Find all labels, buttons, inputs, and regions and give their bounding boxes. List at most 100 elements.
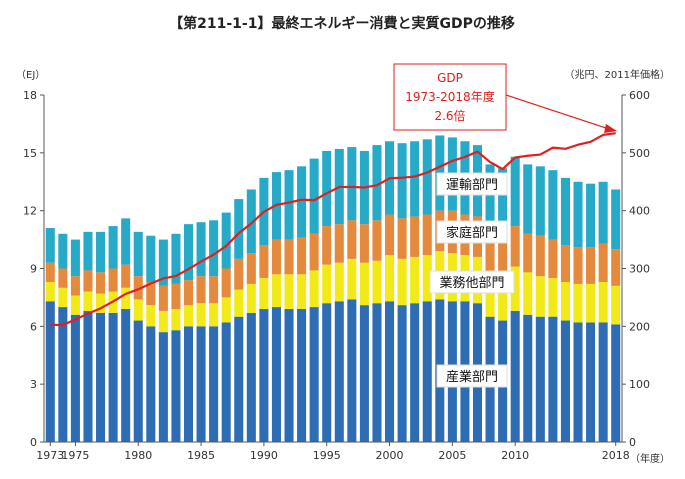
gdp-annotation-box bbox=[393, 63, 507, 131]
bar-segment-2-1997 bbox=[347, 220, 357, 259]
bar-segment-3-2011 bbox=[523, 164, 533, 234]
gdp-annotation-line1: GDP bbox=[437, 71, 463, 85]
gdp-annotation-line3: 2.6倍 bbox=[434, 108, 465, 123]
bar-segment-2-2018 bbox=[611, 249, 621, 286]
bar-segment-2-2011 bbox=[523, 233, 533, 273]
x-tick-label: 1990 bbox=[250, 449, 278, 462]
bar-segment-1-2001 bbox=[397, 258, 407, 306]
bar-segment-3-2003 bbox=[422, 139, 432, 215]
bar-segment-0-2016 bbox=[586, 322, 596, 442]
bar-segment-3-1992 bbox=[284, 170, 294, 240]
bar-segment-1-1983 bbox=[171, 308, 181, 331]
bar-segment-2-1979 bbox=[121, 264, 131, 288]
bar-segment-0-2013 bbox=[548, 316, 558, 442]
bar-segment-1-1994 bbox=[309, 270, 319, 308]
bar-segment-2-2013 bbox=[548, 239, 558, 279]
bar-segment-1-2000 bbox=[385, 255, 395, 302]
bar-segment-2-1976 bbox=[83, 270, 93, 292]
bar-segment-3-2016 bbox=[586, 183, 596, 248]
bar-segment-0-2014 bbox=[560, 320, 570, 442]
bar-segment-1-1987 bbox=[221, 297, 231, 323]
bar-segment-0-1976 bbox=[83, 310, 93, 442]
bar-segment-3-2009 bbox=[498, 168, 508, 238]
y-tick-label: 18 bbox=[23, 89, 37, 102]
y2-tick-label: 600 bbox=[629, 89, 650, 102]
bar-segment-0-1990 bbox=[259, 308, 269, 442]
bar-segment-2-1984 bbox=[183, 280, 194, 306]
bar-segment-0-1987 bbox=[221, 322, 231, 442]
bar-segment-2-1974 bbox=[58, 268, 68, 288]
bar-segment-0-1996 bbox=[334, 301, 344, 442]
chart-title: 【第211-1-1】最終エネルギー消費と実質GDPの推移 bbox=[169, 15, 515, 32]
gdp-annotation: GDP 1973-2018年度 2.6倍 bbox=[393, 63, 617, 133]
bar-segment-2-1993 bbox=[297, 237, 307, 275]
bar-segment-0-1991 bbox=[271, 307, 281, 442]
bar-segment-1-1999 bbox=[372, 260, 382, 304]
x-tick-label: 1975 bbox=[61, 449, 89, 462]
bar-segment-1-1974 bbox=[58, 287, 68, 308]
x-tick-label: 1973 bbox=[36, 449, 64, 462]
bar-segment-2-1980 bbox=[133, 276, 143, 300]
bar-segment-2-1992 bbox=[284, 239, 294, 275]
bar-segment-1-2018 bbox=[611, 285, 621, 325]
bar-segment-3-1989 bbox=[246, 189, 256, 254]
bar-segment-3-1982 bbox=[158, 239, 168, 286]
bar-segment-2-1985 bbox=[196, 276, 206, 304]
bar-segment-3-1986 bbox=[209, 220, 219, 277]
bar-segment-3-1984 bbox=[183, 224, 194, 281]
bar-segment-0-1998 bbox=[359, 305, 369, 442]
x-tick-label: 2000 bbox=[376, 449, 404, 462]
gdp-annotation-arrow bbox=[505, 94, 613, 131]
bar-segment-0-2017 bbox=[598, 322, 608, 442]
bar-segment-0-2015 bbox=[573, 322, 583, 442]
bar-segment-2-1982 bbox=[158, 285, 168, 311]
bar-segment-1-2012 bbox=[535, 276, 545, 317]
y-tick-label: 12 bbox=[23, 205, 37, 218]
bar-segment-0-2002 bbox=[410, 303, 420, 442]
bar-segment-2-1978 bbox=[108, 268, 118, 292]
bar-segment-1-2010 bbox=[510, 266, 520, 311]
bar-segment-0-1979 bbox=[121, 308, 131, 442]
x-tick-label: 2005 bbox=[438, 449, 466, 462]
bar-segment-1-1985 bbox=[196, 303, 206, 327]
bar-segment-1-1977 bbox=[96, 293, 106, 313]
bar-segment-0-1973 bbox=[45, 301, 55, 442]
bar-segment-3-2001 bbox=[397, 143, 407, 219]
x-tick-label: 1995 bbox=[313, 449, 341, 462]
bar-segment-3-2008 bbox=[485, 164, 495, 234]
bar-segment-1-1981 bbox=[146, 305, 156, 327]
bar-segment-3-2002 bbox=[410, 141, 420, 217]
bar-segment-2-1999 bbox=[372, 220, 382, 261]
bar-segment-3-1994 bbox=[309, 158, 319, 234]
bar-segment-1-2002 bbox=[410, 256, 420, 304]
bar-segment-3-1993 bbox=[297, 166, 307, 238]
bar-segment-1-1989 bbox=[246, 283, 256, 313]
x-tick-label: 2010 bbox=[501, 449, 529, 462]
bar-segment-1-2013 bbox=[548, 278, 558, 317]
bar-segment-0-1984 bbox=[183, 326, 194, 442]
bar-segment-2-2000 bbox=[385, 214, 395, 255]
bar-segment-0-1993 bbox=[297, 308, 307, 442]
x-axis-unit: （年度） bbox=[630, 452, 670, 465]
segment-label-transport-text: 運輸部門 bbox=[446, 178, 498, 193]
bar-segment-0-2010 bbox=[510, 310, 520, 442]
bar-segment-3-1976 bbox=[83, 231, 93, 271]
bar-segment-1-1988 bbox=[234, 289, 244, 317]
y2-tick-label: 0 bbox=[629, 436, 636, 449]
bar-segment-1-1996 bbox=[334, 262, 344, 302]
bar-segment-2-1998 bbox=[359, 224, 369, 263]
bar-segment-1-2008 bbox=[485, 272, 495, 317]
bar-segment-0-1983 bbox=[171, 330, 181, 442]
segment-label-household-text: 家庭部門 bbox=[446, 225, 498, 241]
bar-segment-0-1999 bbox=[372, 303, 382, 442]
bar-segment-1-2009 bbox=[498, 276, 508, 321]
y-tick-label: 0 bbox=[30, 436, 37, 449]
bar-segment-0-1988 bbox=[234, 316, 244, 442]
right-axis-unit: （兆円、2011年価格） bbox=[565, 68, 670, 81]
bar-segment-1-1997 bbox=[347, 258, 357, 300]
y2-tick-label: 400 bbox=[629, 205, 650, 218]
bar-segment-2-2010 bbox=[510, 226, 520, 267]
bar-segment-1-1984 bbox=[183, 305, 194, 327]
